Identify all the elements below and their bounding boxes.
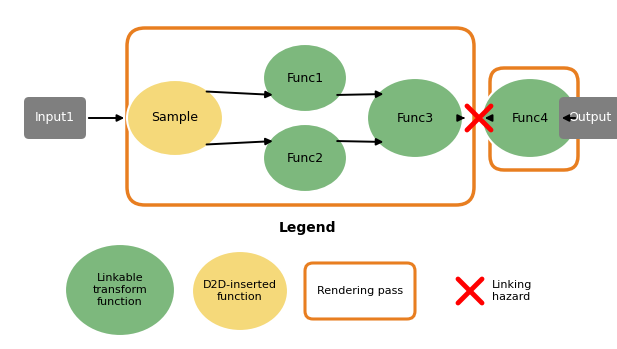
Text: Linking
hazard: Linking hazard	[492, 280, 532, 302]
Text: Rendering pass: Rendering pass	[317, 286, 403, 296]
Ellipse shape	[65, 244, 175, 336]
Text: Sample: Sample	[152, 111, 199, 125]
Text: Func4: Func4	[511, 111, 549, 125]
Text: Input1: Input1	[35, 111, 75, 125]
Ellipse shape	[482, 78, 578, 158]
Text: Linkable
transform
function: Linkable transform function	[93, 273, 147, 307]
Ellipse shape	[263, 124, 347, 192]
FancyBboxPatch shape	[24, 97, 86, 139]
Text: Output: Output	[568, 111, 611, 125]
Text: Func1: Func1	[286, 72, 323, 84]
Ellipse shape	[263, 44, 347, 112]
Ellipse shape	[367, 78, 463, 158]
Ellipse shape	[192, 251, 288, 331]
Text: Func3: Func3	[397, 111, 434, 125]
Text: Legend: Legend	[280, 221, 337, 235]
FancyBboxPatch shape	[559, 97, 617, 139]
Text: Func2: Func2	[286, 151, 323, 164]
Text: D2D-inserted
function: D2D-inserted function	[203, 280, 277, 302]
Ellipse shape	[127, 80, 223, 156]
